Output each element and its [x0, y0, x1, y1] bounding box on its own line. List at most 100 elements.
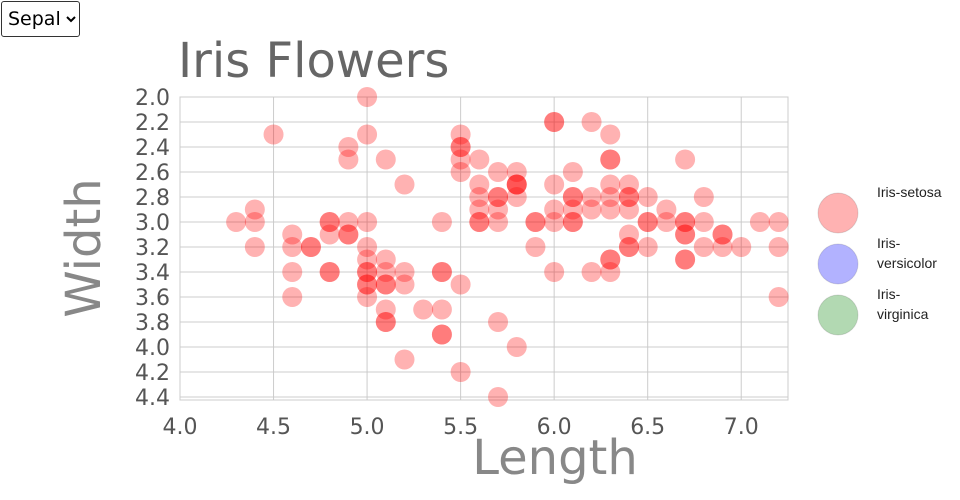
y-tick-label: 3.8 [135, 311, 170, 336]
legend-label: Iris-virginica [877, 286, 929, 322]
point [581, 262, 602, 282]
point [319, 262, 340, 282]
point [469, 199, 490, 220]
point [600, 149, 621, 170]
point [282, 262, 303, 282]
x-tick-label: 6.5 [630, 415, 665, 440]
point [562, 187, 583, 207]
y-tick-label: 3.4 [135, 261, 170, 286]
point [637, 187, 658, 207]
point [244, 212, 265, 232]
point [768, 287, 789, 307]
point [450, 162, 471, 182]
legend-swatch [817, 294, 859, 336]
point [600, 249, 621, 270]
point [375, 299, 396, 320]
x-tick-label: 5.0 [350, 415, 385, 440]
point [618, 237, 639, 257]
point [675, 212, 696, 232]
point [431, 262, 452, 282]
point [450, 137, 471, 157]
point [338, 224, 359, 245]
point [469, 212, 490, 232]
point [431, 262, 452, 282]
point [338, 212, 359, 232]
y-axis-label: Width [56, 178, 112, 317]
point [544, 262, 565, 282]
point [544, 112, 565, 132]
y-tick-label: 4.2 [135, 361, 170, 386]
point [357, 249, 378, 270]
point [375, 149, 396, 170]
point [450, 274, 471, 295]
point [469, 149, 490, 170]
point [431, 212, 452, 232]
point [600, 199, 621, 220]
point [319, 212, 340, 232]
legend-label: Iris-setosa [877, 184, 942, 200]
point [675, 224, 696, 245]
point [712, 224, 733, 245]
point [562, 199, 583, 220]
point [544, 212, 565, 232]
point [244, 199, 265, 220]
point [675, 149, 696, 170]
point [675, 212, 696, 232]
point [600, 149, 621, 170]
point [675, 224, 696, 245]
point [357, 237, 378, 257]
point [731, 237, 752, 257]
point [375, 312, 396, 332]
point [637, 212, 658, 232]
point [300, 237, 321, 257]
point [637, 212, 658, 232]
point [357, 287, 378, 307]
legend-swatch [817, 192, 859, 234]
point [506, 187, 527, 207]
point [618, 199, 639, 220]
point [488, 312, 509, 332]
point [488, 187, 509, 207]
point [282, 224, 303, 245]
point [618, 187, 639, 207]
point [357, 87, 378, 107]
point [300, 237, 321, 257]
point [656, 199, 677, 220]
point [525, 237, 546, 257]
point [282, 287, 303, 307]
y-tick-label: 2.4 [135, 136, 170, 161]
points [226, 87, 789, 407]
point [749, 212, 770, 232]
point [357, 124, 378, 145]
point [394, 262, 415, 282]
legend-label: Iris-versicolor [877, 235, 937, 271]
point [506, 174, 527, 195]
point [506, 174, 527, 195]
point [319, 224, 340, 245]
point [693, 237, 714, 257]
point [600, 174, 621, 195]
point [338, 149, 359, 170]
point [244, 237, 265, 257]
point [693, 187, 714, 207]
point [431, 299, 452, 320]
grid: 2.02.22.42.62.83.03.23.43.63.84.04.24.44… [135, 86, 789, 440]
point [357, 212, 378, 232]
y-tick-label: 4.0 [135, 336, 170, 361]
point [450, 149, 471, 170]
point [525, 212, 546, 232]
point [675, 249, 696, 270]
point [338, 137, 359, 157]
point [712, 237, 733, 257]
dropdown[interactable]: Sepal [1, 1, 80, 37]
point [525, 212, 546, 232]
point [488, 187, 509, 207]
point [357, 274, 378, 295]
y-tick-label: 4.4 [135, 386, 170, 411]
point [263, 124, 284, 145]
point [488, 212, 509, 232]
point [431, 324, 452, 345]
point [488, 199, 509, 220]
point [618, 237, 639, 257]
